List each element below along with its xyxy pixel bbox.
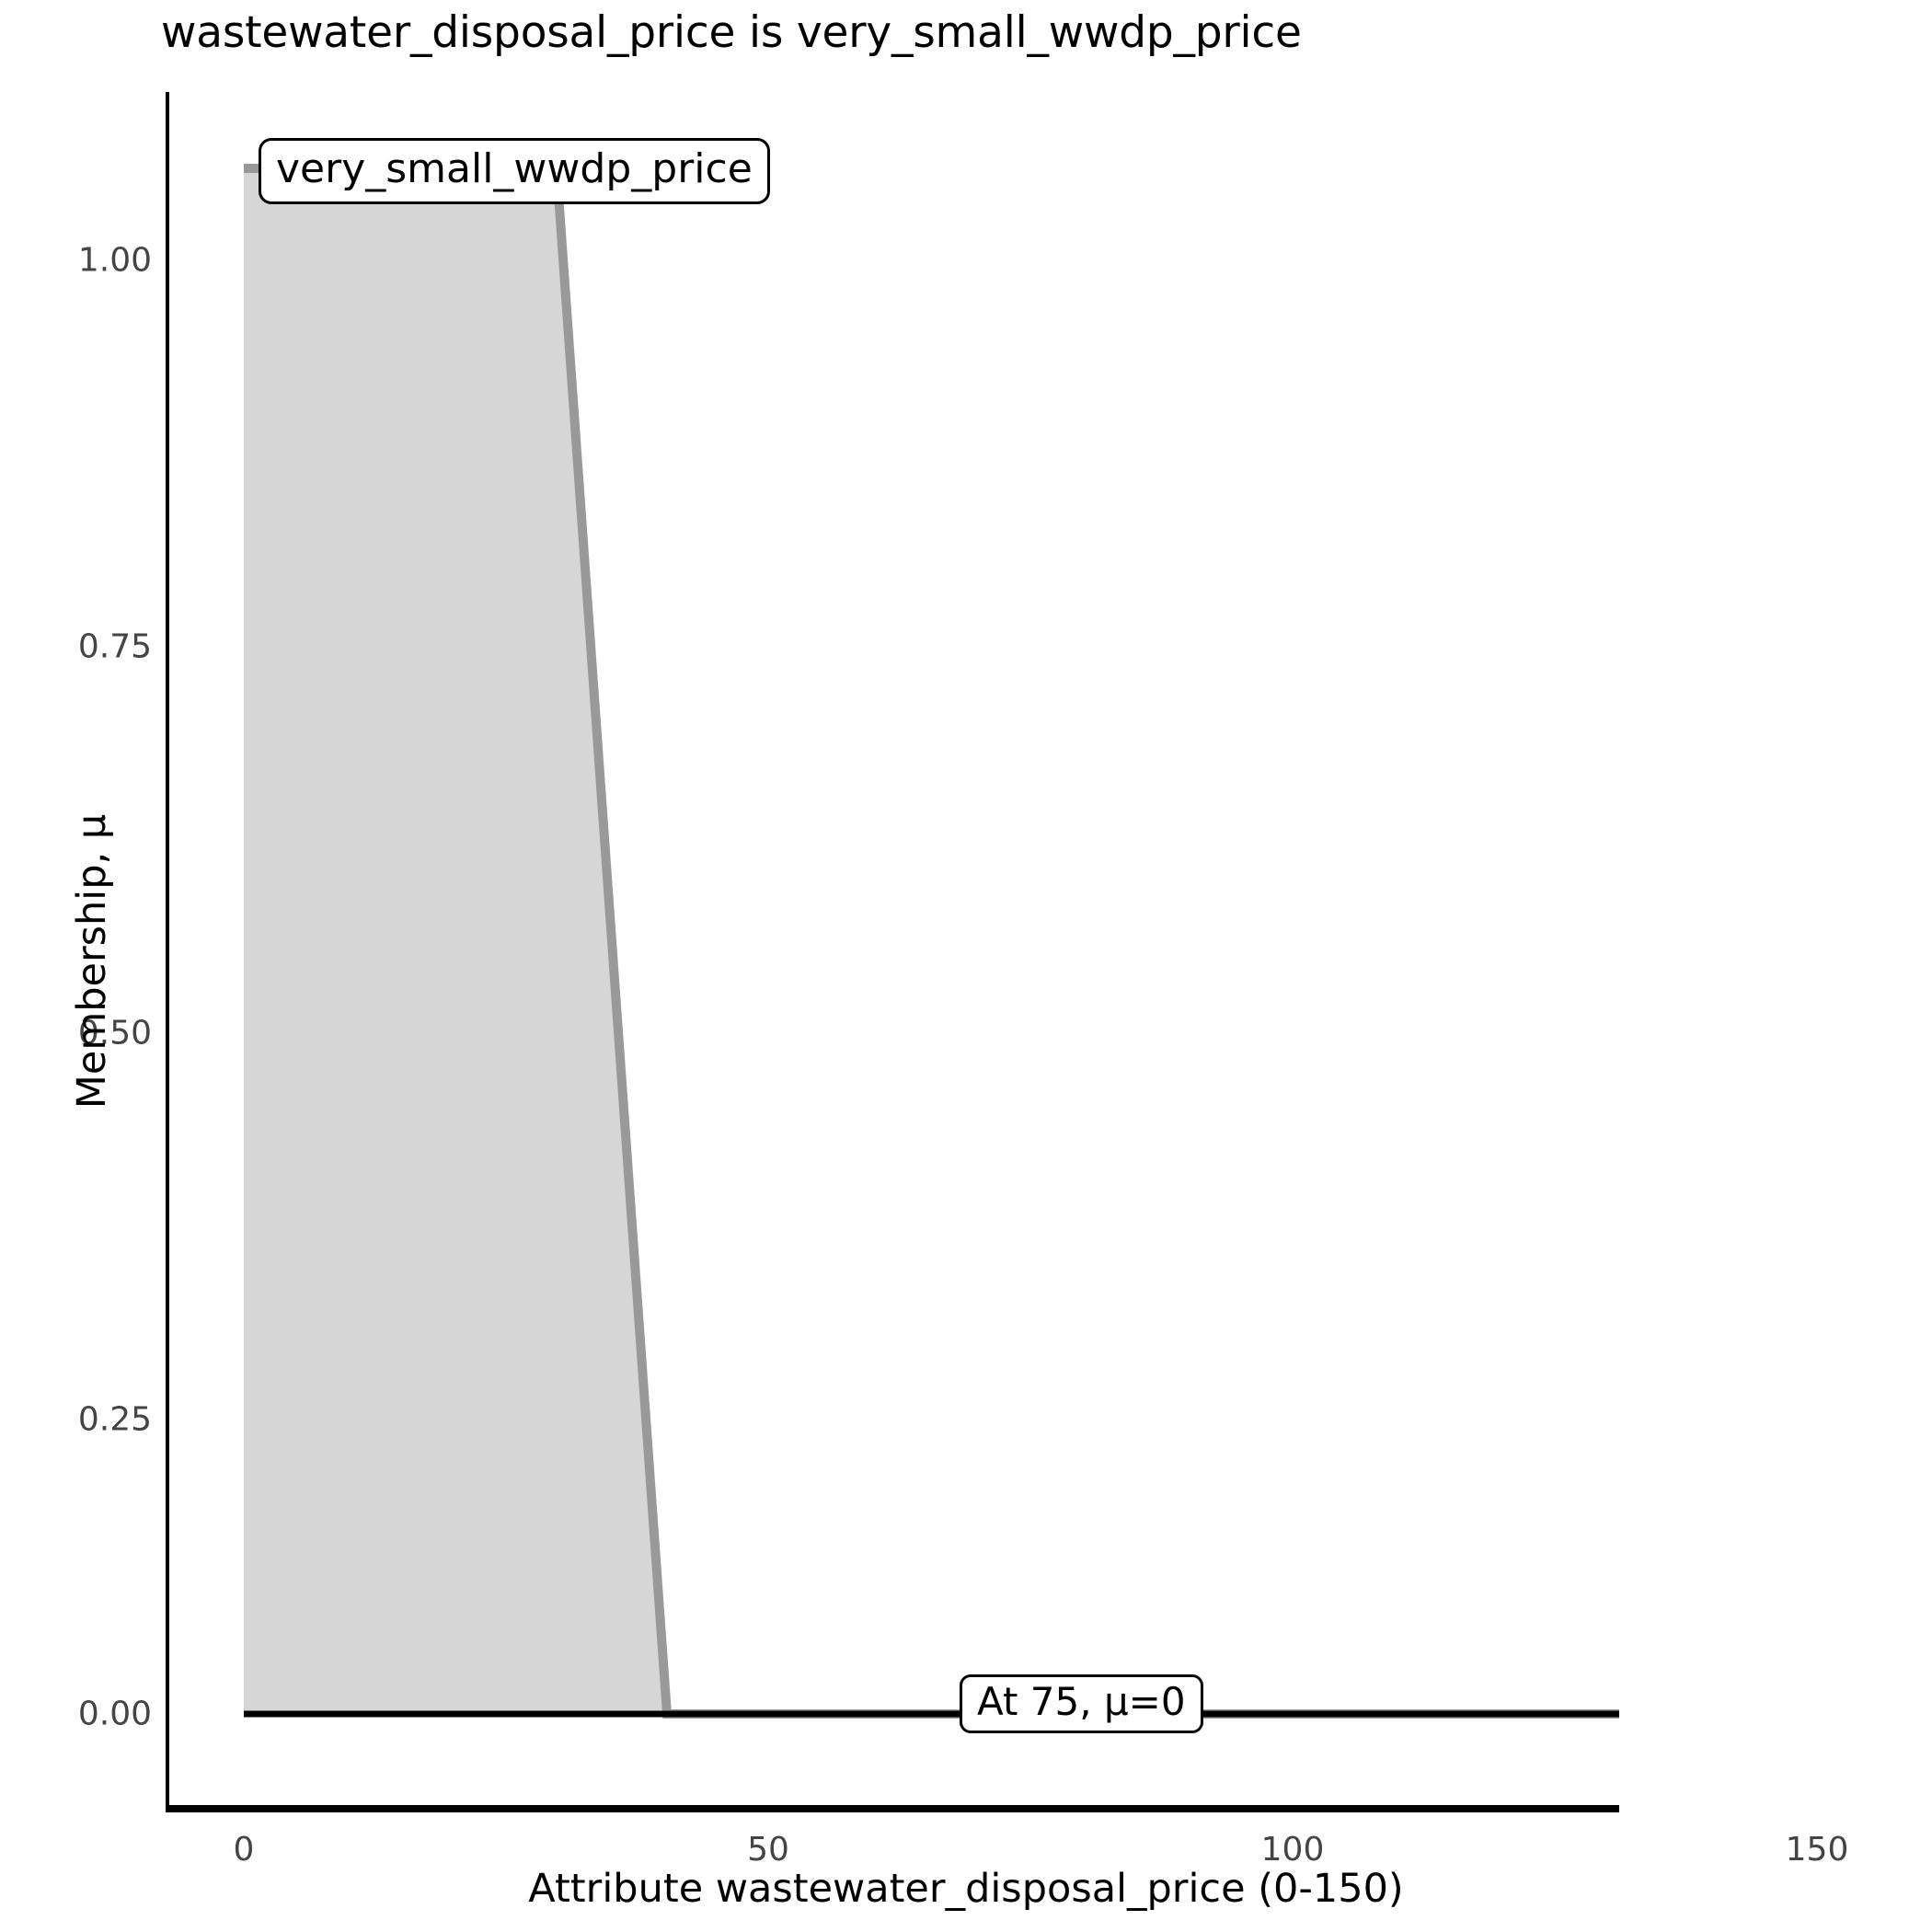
xtick-label-150: 150 <box>1785 1831 1849 1869</box>
annotation-box: At 75, μ=0 <box>960 1674 1203 1733</box>
xtick-label-0: 0 <box>233 1831 255 1869</box>
y-axis-title: Membership, μ <box>69 813 115 1110</box>
annotation-label: At 75, μ=0 <box>977 1679 1186 1724</box>
ytick-label-0-00: 0.00 <box>77 1695 152 1733</box>
legend-item-label: very_small_wwdp_price <box>276 145 753 192</box>
ytick-label-1-00: 1.00 <box>77 241 152 280</box>
page-title: wastewater_disposal_price is very_small_… <box>161 7 1302 58</box>
xtick-label-50: 50 <box>747 1831 789 1869</box>
plot-area <box>166 92 1619 1812</box>
plot-svg <box>166 92 1619 1812</box>
ytick-label-0-25: 0.25 <box>77 1400 152 1439</box>
ytick-label-0-75: 0.75 <box>77 627 152 666</box>
x-axis-title: Attribute wastewater_disposal_price (0-1… <box>528 1866 1404 1912</box>
legend[interactable]: very_small_wwdp_price <box>259 138 770 204</box>
membership-fill-area <box>244 168 667 1714</box>
xtick-label-100: 100 <box>1260 1831 1325 1869</box>
ytick-label-0-50: 0.50 <box>77 1014 152 1052</box>
